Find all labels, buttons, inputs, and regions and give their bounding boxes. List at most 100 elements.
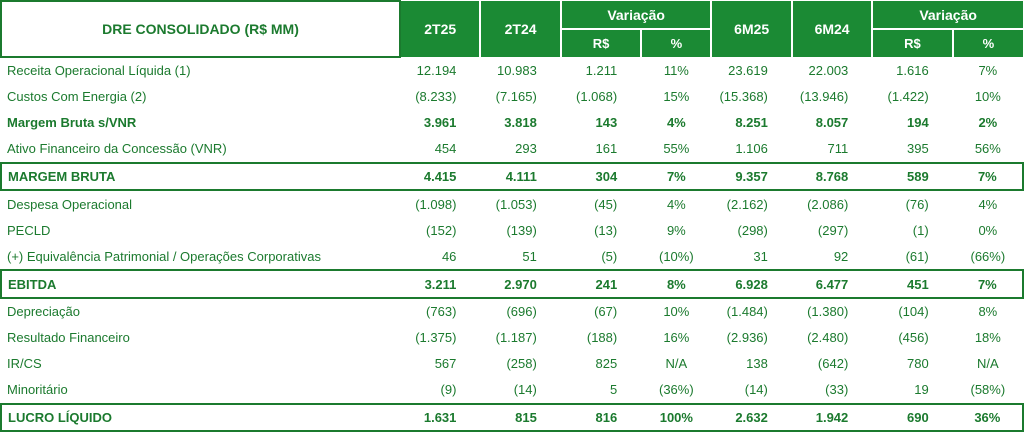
table-row: Despesa Operacional (1.098) (1.053) (45) 4% (… xyxy=(1,190,1023,217)
variation-semester-pct: 56% xyxy=(974,141,1001,157)
value-6m24: (297) xyxy=(817,222,849,238)
variation-quarter-pct: 10% xyxy=(663,304,690,320)
value-2t25: (152) xyxy=(426,222,457,238)
variation-semester-pct: N/A xyxy=(977,356,999,372)
variation-semester-rs: (1.422) xyxy=(887,89,929,105)
row-label: Minoritário xyxy=(7,382,68,398)
column-header-2t25: 2T25 xyxy=(398,1,481,57)
variation-quarter-rs: (188) xyxy=(586,330,618,346)
value-2t25: 3.211 xyxy=(400,269,481,300)
value-6m24: (13.946) xyxy=(799,89,849,105)
value-6m24: (33) xyxy=(825,382,849,398)
variation-semester-pct: 2% xyxy=(978,115,998,131)
variation-semester-rs: 395 xyxy=(906,141,929,157)
table-body: Receita Operacional Líquida (1) 12.194 10.… xyxy=(0,57,1024,432)
value-2t24: 4.111 xyxy=(480,161,561,192)
variation-header-quarter: Variação xyxy=(559,1,712,30)
row-label: IR/CS xyxy=(7,356,42,372)
variation-quarter-pct: 9% xyxy=(666,222,686,238)
row-label: Receita Operacional Líquida (1) xyxy=(7,63,191,79)
variation-semester-pct: 0% xyxy=(978,222,998,238)
subheader-semester-rs: R$ xyxy=(871,29,953,57)
variation-header-semester: Variação xyxy=(871,1,1023,30)
value-6m24: (1.380) xyxy=(807,304,849,320)
value-6m24: 711 xyxy=(827,141,849,157)
variation-quarter-pct: 55% xyxy=(663,141,690,157)
value-6m25: (2.936) xyxy=(726,330,768,346)
subheader-quarter-pct: % xyxy=(640,29,712,57)
variation-quarter-rs: (67) xyxy=(594,304,618,320)
table-row: Receita Operacional Líquida (1) 12.194 10.… xyxy=(1,57,1023,84)
column-header-6m24: 6M24 xyxy=(790,1,873,57)
value-6m25: 138 xyxy=(746,356,768,372)
value-2t25: 4.415 xyxy=(400,161,481,192)
value-2t24: (139) xyxy=(506,222,537,238)
variation-quarter-rs: (13) xyxy=(594,222,618,238)
value-6m25: (2.162) xyxy=(726,196,768,212)
value-2t24: (14) xyxy=(513,382,537,398)
value-2t24: (7.165) xyxy=(495,89,537,105)
table-row: (+) Equivalência Patrimonial / Operações… xyxy=(1,243,1023,270)
variation-quarter-pct: N/A xyxy=(665,356,688,372)
table-row: PECLD (152) (139) (13) 9% (298) (297) (1) 0% xyxy=(1,217,1023,243)
value-2t24: 2.970 xyxy=(480,269,561,300)
variation-quarter-pct: 7% xyxy=(641,161,712,192)
row-label: MARGEM BRUTA xyxy=(0,161,400,192)
table-row: Resultado Financeiro (1.375) (1.187) (188) 1… xyxy=(1,325,1023,351)
variation-semester-rs: (104) xyxy=(898,304,929,320)
variation-semester-pct: 7% xyxy=(952,161,1024,192)
variation-semester-pct: 18% xyxy=(974,330,1001,346)
variation-semester-pct: 8% xyxy=(978,304,998,320)
value-6m25: (14) xyxy=(744,382,768,398)
variation-semester-rs: 451 xyxy=(872,269,953,300)
value-6m25: 23.619 xyxy=(728,62,768,78)
column-header-6m25: 6M25 xyxy=(710,1,792,57)
variation-semester-rs: 19 xyxy=(914,382,929,398)
variation-quarter-pct: 11% xyxy=(663,62,689,78)
variation-semester-pct: 4% xyxy=(978,196,998,212)
variation-semester-rs: (456) xyxy=(898,330,929,346)
variation-semester-rs: 1.616 xyxy=(896,62,929,78)
variation-semester-rs: (1) xyxy=(912,222,929,238)
variation-semester-rs: 194 xyxy=(906,115,929,131)
value-6m25: 8.251 xyxy=(735,115,768,131)
value-6m24: (2.480) xyxy=(807,330,849,346)
value-6m25: 9.357 xyxy=(711,161,792,192)
row-label: Despesa Operacional xyxy=(7,196,133,212)
value-2t24: 51 xyxy=(522,248,537,264)
value-6m24: 92 xyxy=(833,248,849,264)
subheader-semester-pct: % xyxy=(951,29,1023,57)
value-6m24: (642) xyxy=(817,356,849,372)
variation-semester-pct: 7% xyxy=(978,62,998,78)
value-2t25: 567 xyxy=(434,356,457,372)
value-2t24: 3.818 xyxy=(504,115,537,131)
variation-quarter-pct: 4% xyxy=(666,196,686,212)
value-6m25: 31 xyxy=(753,248,768,264)
value-2t24: (696) xyxy=(506,304,537,320)
value-2t24: 293 xyxy=(515,141,537,157)
variation-semester-rs: 589 xyxy=(872,161,953,192)
value-2t24: 10.983 xyxy=(497,62,537,78)
value-6m25: 6.928 xyxy=(711,269,792,300)
table-row: MARGEM BRUTA 4.415 4.111 304 7% 9.357 8.768 589… xyxy=(0,161,1024,192)
variation-quarter-rs: (45) xyxy=(594,196,618,212)
value-6m25: (15.368) xyxy=(719,89,768,105)
variation-quarter-rs: (1.068) xyxy=(576,89,618,105)
variation-quarter-rs: (5) xyxy=(601,248,618,264)
value-6m24: 8.057 xyxy=(815,115,849,131)
variation-quarter-pct: (10%) xyxy=(659,248,694,264)
value-6m24: 8.768 xyxy=(791,161,873,192)
value-2t25: 12.194 xyxy=(416,62,457,78)
subheader-quarter-rs: R$ xyxy=(559,29,642,57)
value-2t25: (1.098) xyxy=(415,196,457,212)
variation-quarter-pct: 8% xyxy=(641,269,712,300)
table-title: DRE CONSOLIDADO (R$ MM) xyxy=(0,0,401,58)
value-2t25: (1.375) xyxy=(415,330,457,346)
row-label: (+) Equivalência Patrimonial / Operações… xyxy=(7,248,321,264)
value-6m25: (1.484) xyxy=(726,304,768,320)
variation-quarter-pct: 15% xyxy=(663,89,690,105)
variation-semester-rs: 780 xyxy=(906,356,929,372)
value-2t25: 454 xyxy=(434,141,457,157)
variation-semester-pct: (66%) xyxy=(970,248,1006,264)
